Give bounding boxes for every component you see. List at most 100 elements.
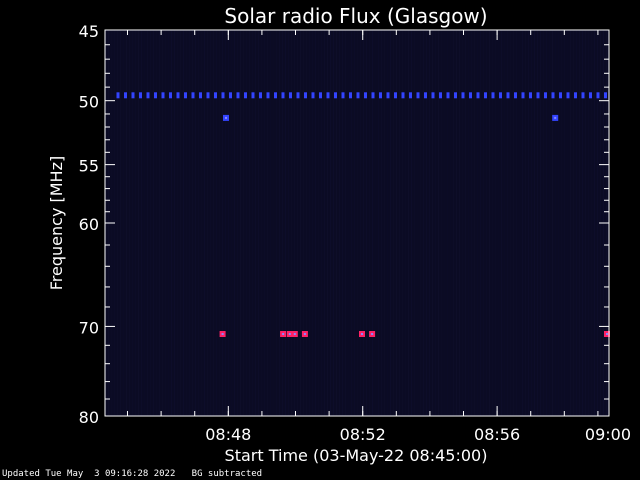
noise-stripe xyxy=(543,30,544,416)
periodic-band-mark xyxy=(229,92,232,99)
noise-stripe xyxy=(435,30,436,416)
noise-stripe xyxy=(420,30,421,416)
noise-stripe xyxy=(465,30,466,416)
noise-stripe xyxy=(360,30,361,416)
noise-stripe xyxy=(339,30,340,416)
noise-stripe xyxy=(426,30,427,416)
noise-stripe xyxy=(573,30,574,416)
noise-stripe xyxy=(138,30,139,416)
periodic-band-mark xyxy=(266,92,270,99)
burst-core xyxy=(282,333,285,335)
periodic-band-mark xyxy=(319,92,322,99)
periodic-band-mark xyxy=(191,92,195,99)
periodic-band-mark xyxy=(499,92,502,99)
noise-stripe xyxy=(132,30,133,416)
periodic-band-mark xyxy=(251,92,255,99)
noise-stripe xyxy=(381,30,382,416)
footer-updated: Updated Tue May 3 09:16:28 2022 BG subtr… xyxy=(2,469,263,479)
noise-stripe xyxy=(327,30,328,416)
noise-stripe xyxy=(135,30,136,416)
noise-stripe xyxy=(171,30,172,416)
noise-stripe xyxy=(222,30,223,416)
noise-stripe xyxy=(300,30,301,416)
noise-stripe xyxy=(576,30,577,416)
noise-stripe xyxy=(504,30,505,416)
periodic-band-mark xyxy=(506,92,510,99)
periodic-band-mark xyxy=(439,92,442,99)
periodic-band-mark xyxy=(146,92,150,99)
noise-stripe xyxy=(384,30,385,416)
periodic-band-mark xyxy=(161,92,165,99)
noise-stripe xyxy=(309,30,310,416)
noise-stripe xyxy=(333,30,334,416)
noise-stripe xyxy=(408,30,409,416)
burst-core xyxy=(303,333,306,335)
periodic-band-mark xyxy=(371,92,375,99)
noise-stripe xyxy=(582,30,583,416)
noise-stripe xyxy=(456,30,457,416)
periodic-band-mark xyxy=(431,92,435,99)
noise-stripe xyxy=(120,30,121,416)
noise-stripe xyxy=(423,30,424,416)
noise-stripe xyxy=(276,30,277,416)
noise-stripe xyxy=(399,30,400,416)
noise-stripe xyxy=(291,30,292,416)
noise-stripe xyxy=(510,30,511,416)
noise-stripe xyxy=(294,30,295,416)
noise-stripe xyxy=(210,30,211,416)
periodic-band-mark xyxy=(379,92,382,99)
noise-stripe xyxy=(357,30,358,416)
burst-core xyxy=(225,116,227,119)
noise-stripe xyxy=(531,30,532,416)
noise-stripe xyxy=(198,30,199,416)
noise-stripe xyxy=(144,30,145,416)
x-tick-label: 08:56 xyxy=(474,425,520,444)
noise-stripe xyxy=(282,30,283,416)
noise-stripe xyxy=(597,30,598,416)
periodic-band-mark xyxy=(139,92,142,99)
noise-stripe xyxy=(150,30,151,416)
burst-core xyxy=(554,116,557,119)
noise-stripe xyxy=(228,30,229,416)
noise-stripe xyxy=(330,30,331,416)
noise-stripe xyxy=(372,30,373,416)
noise-stripe xyxy=(534,30,535,416)
periodic-band-mark xyxy=(461,92,465,99)
noise-stripe xyxy=(240,30,241,416)
noise-stripe xyxy=(564,30,565,416)
noise-stripe xyxy=(312,30,313,416)
noise-stripe xyxy=(519,30,520,416)
noise-stripe xyxy=(495,30,496,416)
noise-stripe xyxy=(387,30,388,416)
noise-stripe xyxy=(252,30,253,416)
noise-stripe xyxy=(483,30,484,416)
noise-stripe xyxy=(447,30,448,416)
noise-stripe xyxy=(417,30,418,416)
chart-title: Solar radio Flux (Glasgow) xyxy=(224,4,487,28)
noise-stripe xyxy=(162,30,163,416)
noise-stripe xyxy=(219,30,220,416)
noise-stripe xyxy=(459,30,460,416)
noise-stripe xyxy=(216,30,217,416)
noise-stripe xyxy=(189,30,190,416)
periodic-band-mark xyxy=(409,92,412,99)
periodic-band-mark xyxy=(311,92,315,99)
noise-stripe xyxy=(165,30,166,416)
periodic-band-mark xyxy=(521,92,525,99)
periodic-band-mark xyxy=(386,92,390,99)
periodic-band-mark xyxy=(484,92,487,99)
noise-stripe xyxy=(159,30,160,416)
noise-stripe xyxy=(249,30,250,416)
noise-stripe xyxy=(255,30,256,416)
noise-stripe xyxy=(552,30,553,416)
noise-stripe xyxy=(546,30,547,416)
periodic-band-mark xyxy=(221,92,225,99)
noise-stripe xyxy=(498,30,499,416)
noise-stripe xyxy=(306,30,307,416)
noise-stripe xyxy=(279,30,280,416)
noise-stripe xyxy=(258,30,259,416)
noise-stripe xyxy=(579,30,580,416)
noise-stripe xyxy=(366,30,367,416)
burst-core xyxy=(371,333,374,335)
